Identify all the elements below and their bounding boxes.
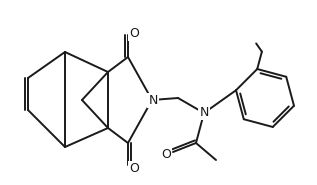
- Text: N: N: [199, 105, 209, 119]
- Text: O: O: [129, 162, 139, 174]
- Text: O: O: [129, 26, 139, 40]
- Text: N: N: [148, 93, 158, 107]
- Text: O: O: [161, 147, 171, 161]
